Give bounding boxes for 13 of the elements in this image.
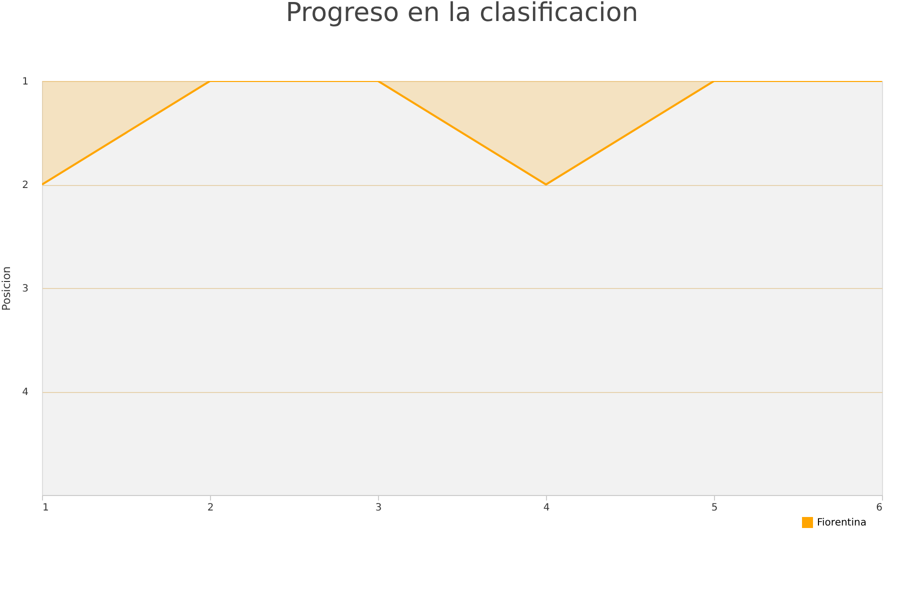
y-tick-label: 2 xyxy=(22,180,28,191)
x-tick-label: 2 xyxy=(207,502,214,514)
x-tick-label: 4 xyxy=(543,502,550,514)
y-axis-title: Posicion xyxy=(0,266,14,311)
x-tick-label: 6 xyxy=(876,502,882,514)
chart-title: Progreso en la clasificacion xyxy=(286,0,638,28)
y-tick-label: 4 xyxy=(22,387,28,398)
y-tick-label: 3 xyxy=(22,284,28,294)
legend-label: Fiorentina xyxy=(817,518,866,528)
x-tick-label: 1 xyxy=(42,502,49,514)
x-tick-label: 3 xyxy=(375,502,382,514)
y-tick-label: 1 xyxy=(22,76,28,88)
x-tick-label: 5 xyxy=(711,502,718,514)
